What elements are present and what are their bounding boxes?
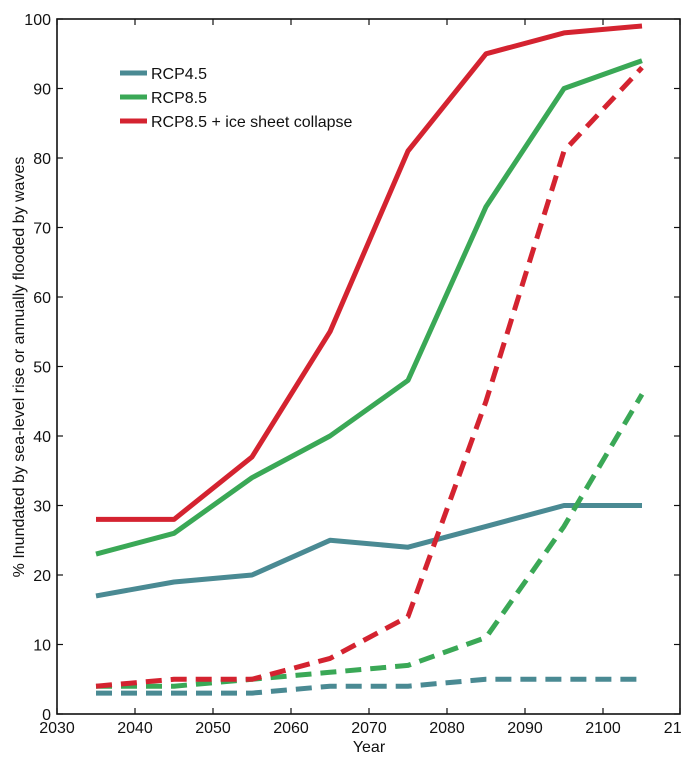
y-tick-label: 90 [33, 82, 51, 99]
y-tick-label: 40 [33, 429, 51, 446]
y-tick-label: 50 [33, 360, 51, 377]
legend-label: RCP8.5 + ice sheet collapse [151, 114, 353, 131]
x-axis-label: Year [353, 739, 386, 756]
legend-label: RCP4.5 [151, 66, 207, 83]
series-line-dashed-2 [96, 68, 642, 687]
legend: RCP4.5 RCP8.5 RCP8.5 + ice sheet collapse [120, 66, 353, 131]
y-tick-label: 20 [33, 568, 51, 585]
x-tick-label: 2040 [117, 720, 153, 737]
series-line-solid-1 [96, 61, 642, 554]
y-tick-label: 100 [24, 12, 51, 29]
series-line-dashed-1 [96, 394, 642, 686]
legend-label: RCP8.5 [151, 90, 207, 107]
x-tick-label: 2100 [585, 720, 621, 737]
x-tick-label: 2090 [507, 720, 543, 737]
y-tick-label: 80 [33, 151, 51, 168]
x-tick-label: 2110 [664, 720, 681, 737]
x-tick-label: 2070 [351, 720, 387, 737]
y-tick-label: 30 [33, 499, 51, 516]
x-tick-label: 2050 [195, 720, 231, 737]
x-tick-label: 2060 [273, 720, 309, 737]
y-tick-label: 60 [33, 290, 51, 307]
y-axis-label: % Inundated by sea-level rise or annuall… [11, 157, 28, 578]
y-tick-label: 70 [33, 221, 51, 238]
x-tick-label: 2080 [429, 720, 465, 737]
y-tick-label: 10 [33, 638, 51, 655]
y-tick-label: 0 [42, 707, 51, 724]
